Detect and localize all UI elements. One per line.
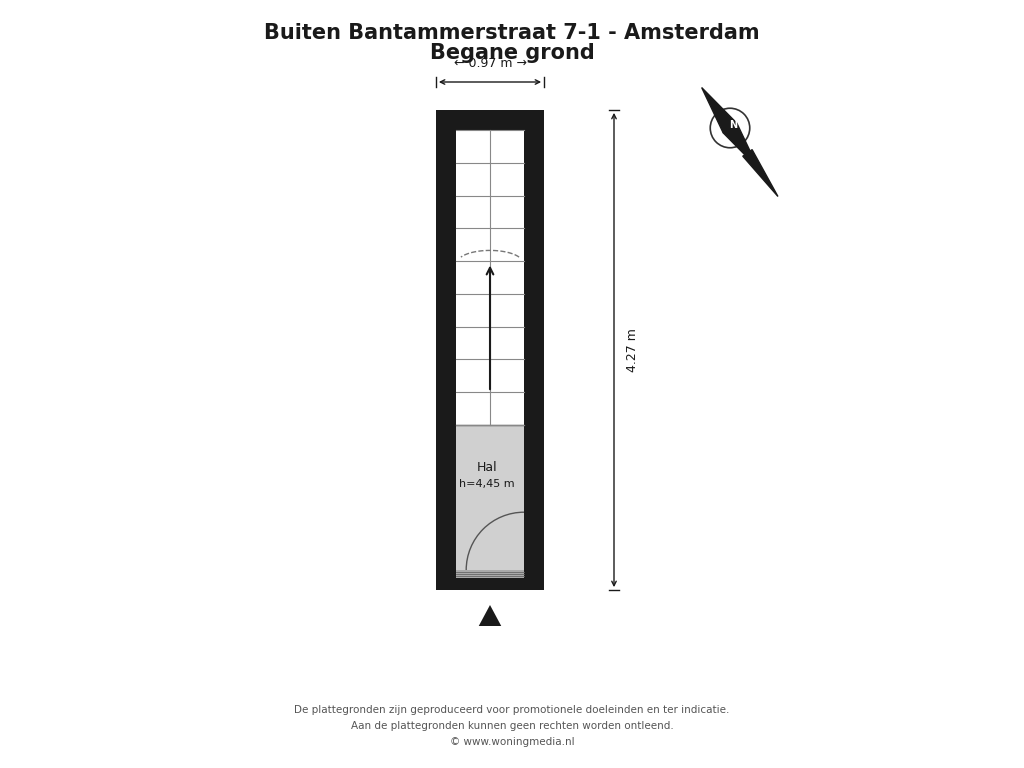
Text: © www.woningmedia.nl: © www.woningmedia.nl: [450, 737, 574, 747]
Polygon shape: [742, 150, 778, 197]
Text: Begane grond: Begane grond: [430, 43, 594, 63]
Bar: [456, 130, 524, 570]
Text: ← 0.97 m →: ← 0.97 m →: [454, 57, 526, 70]
Bar: [436, 110, 544, 590]
Text: Hal: Hal: [476, 461, 497, 474]
Polygon shape: [723, 123, 759, 168]
Text: Aan de plattegronden kunnen geen rechten worden ontleend.: Aan de plattegronden kunnen geen rechten…: [350, 721, 674, 731]
Text: h=4,45 m: h=4,45 m: [459, 478, 514, 488]
Polygon shape: [479, 605, 502, 626]
Text: 4.27 m: 4.27 m: [626, 328, 639, 372]
Bar: [456, 425, 524, 570]
Bar: [456, 570, 524, 578]
Text: Buiten Bantammerstraat 7-1 - Amsterdam: Buiten Bantammerstraat 7-1 - Amsterdam: [264, 23, 760, 43]
Polygon shape: [701, 88, 737, 133]
Text: De plattegronden zijn geproduceerd voor promotionele doeleinden en ter indicatie: De plattegronden zijn geproduceerd voor …: [294, 705, 730, 715]
Text: N: N: [729, 120, 737, 130]
